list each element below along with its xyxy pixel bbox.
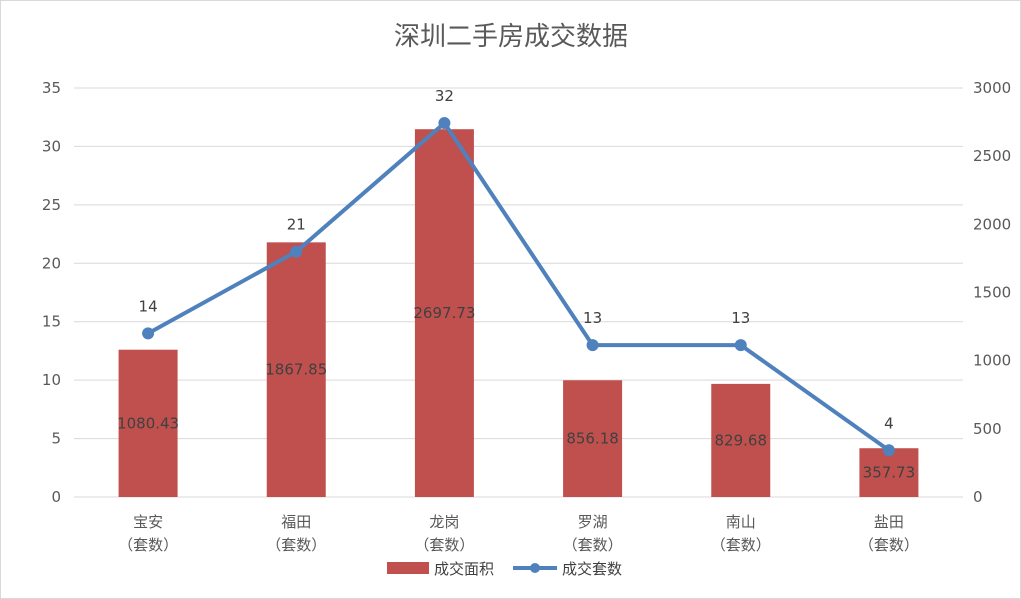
legend-label-line: 成交套数: [562, 560, 622, 578]
left-tick-label: 30: [42, 137, 61, 155]
bar-data-label: 1867.85: [265, 361, 327, 379]
line-point: [734, 339, 747, 352]
line-point: [438, 117, 451, 130]
chart-title: 深圳二手房成交数据: [394, 22, 628, 52]
grid: [74, 87, 963, 498]
line-data-label: 21: [287, 216, 306, 234]
bar-data-label: 829.68: [715, 431, 768, 449]
category-label: 龙岗: [429, 513, 459, 531]
legend: 成交面积 成交套数: [387, 560, 622, 578]
left-tick-label: 10: [42, 371, 61, 389]
left-tick-label: 35: [42, 79, 61, 97]
right-tick-label: 3000: [973, 79, 1011, 97]
left-tick-label: 15: [42, 313, 61, 331]
right-tick-label: 1000: [973, 352, 1011, 370]
category-label: 盐田: [874, 513, 904, 531]
line-point: [142, 327, 155, 340]
bar: [266, 242, 326, 497]
line-data-label: 14: [139, 297, 158, 315]
category-labels: 宝安 （套数） 福田 （套数） 龙岗 （套数） 罗湖 （套数） 南山 （套数） 盐田 （套数）: [118, 513, 919, 554]
right-tick-label: 500: [973, 420, 1002, 438]
category-sublabel: （套数）: [266, 536, 326, 554]
left-tick-label: 20: [42, 254, 61, 272]
bar: [711, 383, 771, 497]
bar-data-label: 2697.73: [413, 304, 475, 322]
left-tick-label: 25: [42, 196, 61, 214]
line-data-label: 13: [583, 309, 602, 327]
series-line: [147, 121, 891, 452]
line-point: [882, 444, 895, 457]
line-data-label: 4: [884, 414, 894, 432]
right-axis: 0 500 1000 1500 2000 2500 3000: [973, 79, 1011, 506]
category-label: 南山: [726, 513, 756, 531]
left-axis: 0 5 10 15 20 25 30 35: [42, 79, 61, 506]
legend-label-bar: 成交面积: [434, 560, 494, 578]
bar-data-label: 856.18: [566, 430, 619, 448]
category-label: 宝安: [133, 513, 163, 531]
category-sublabel: （套数）: [118, 536, 178, 554]
category-label: 罗湖: [578, 513, 608, 531]
category-sublabel: （套数）: [711, 536, 771, 554]
right-tick-label: 0: [973, 488, 983, 506]
legend-swatch-bar: [387, 562, 429, 574]
category-sublabel: （套数）: [414, 536, 474, 554]
bar-data-label: 1080.43: [117, 414, 179, 432]
category-label: 福田: [281, 513, 311, 531]
right-tick-label: 2500: [973, 147, 1011, 165]
category-sublabel: （套数）: [563, 536, 623, 554]
line-point: [290, 245, 303, 258]
bar: [414, 129, 474, 497]
category-sublabel: （套数）: [859, 536, 919, 554]
line-data-label: 13: [731, 309, 750, 327]
line-point: [586, 339, 599, 352]
bar: [563, 380, 623, 497]
line-data-label: 32: [435, 87, 454, 105]
legend-marker-line: [530, 563, 540, 573]
right-tick-label: 2000: [973, 215, 1011, 233]
bar-series: 1080.43 1867.85 2697.73 856.18 829.68 357.73: [117, 129, 919, 497]
left-tick-label: 0: [51, 488, 61, 506]
bar: [118, 349, 178, 497]
bar-data-label: 357.73: [863, 464, 916, 482]
left-tick-label: 5: [51, 430, 61, 448]
bar: [859, 448, 919, 497]
right-tick-label: 1500: [973, 284, 1011, 302]
line-series: 14 21 32 13 13 4: [139, 87, 895, 457]
